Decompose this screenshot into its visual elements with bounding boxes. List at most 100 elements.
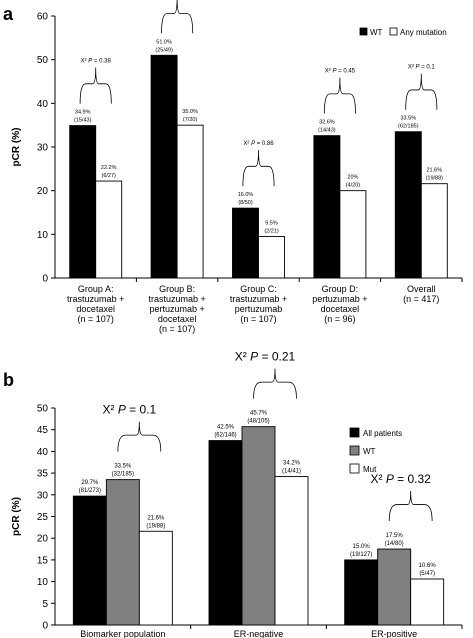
data-label: 16.0%: [238, 192, 254, 198]
stat-annotation: X² P = 0.38: [81, 59, 112, 65]
y-tick-label: 25: [37, 512, 49, 523]
bar: [138, 530, 173, 626]
data-label: 51.0%: [156, 39, 172, 45]
y-tick-label: 50: [37, 55, 49, 66]
bar: [232, 207, 259, 279]
x-tick-label: (n = 96): [324, 314, 355, 324]
bar: [208, 440, 243, 626]
legend-label: All patients: [363, 429, 402, 438]
significance-bracket: [388, 491, 433, 522]
x-tick-label: docetaxel: [76, 304, 115, 314]
x-tick-label: Overall: [407, 284, 436, 294]
significance-bracket: [117, 421, 162, 452]
data-label: (25/49): [155, 47, 173, 53]
data-label: 34.9%: [75, 110, 91, 116]
x-tick-label: (n = 107): [159, 324, 195, 334]
panel-label: a: [3, 4, 14, 24]
data-label: (62/185): [398, 124, 419, 130]
bar: [313, 135, 341, 279]
significance-bracket: [242, 150, 275, 187]
stat-annotation: X² P = 0.86: [243, 141, 274, 147]
significance-bracket: [161, 0, 194, 34]
data-label: 45.7%: [250, 411, 268, 417]
x-tick-label: (n = 417): [403, 294, 439, 304]
x-tick-label: ER-positive: [371, 629, 417, 638]
x-tick-label: Group A:: [78, 284, 114, 294]
data-label: 15.0%: [353, 544, 371, 550]
data-label: (5/47): [419, 571, 435, 577]
stat-annotation: X² P = 0.1: [102, 403, 156, 417]
y-tick-label: 20: [37, 186, 49, 197]
data-label: 33.5%: [114, 464, 132, 470]
data-label: 21.6%: [426, 168, 442, 174]
x-tick-label: pertuzumab +: [312, 294, 367, 304]
data-label: (6/27): [102, 173, 117, 179]
data-label: (19/88): [426, 176, 444, 182]
bar: [394, 131, 422, 279]
bar: [176, 124, 204, 279]
bar: [241, 426, 276, 626]
data-label: 35.0%: [182, 109, 198, 115]
y-tick-label: 15: [37, 555, 49, 566]
bar: [377, 548, 412, 626]
x-tick-label: ER-negative: [234, 629, 284, 638]
significance-bracket: [323, 77, 356, 114]
bar: [69, 125, 97, 279]
data-label: (19/88): [146, 523, 165, 529]
data-label: 9.5%: [265, 221, 278, 227]
bar: [420, 183, 448, 279]
x-tick-label: (n = 107): [240, 314, 276, 324]
data-label: (2/21): [264, 229, 279, 235]
data-label: (15/43): [74, 118, 92, 124]
significance-bracket: [405, 73, 438, 110]
data-label: 10.6%: [419, 563, 437, 569]
panel-label: b: [3, 370, 14, 390]
y-tick-label: 40: [37, 99, 49, 110]
data-label: 21.6%: [147, 515, 165, 521]
data-label: 17.5%: [386, 533, 404, 539]
legend-label: Mut: [363, 465, 377, 474]
significance-bracket: [253, 368, 297, 399]
x-tick-label: Group B:: [159, 284, 195, 294]
data-label: 32.6%: [319, 120, 335, 126]
data-label: (4/20): [346, 183, 361, 189]
data-label: (19/127): [350, 552, 372, 558]
y-tick-label: 40: [37, 447, 49, 458]
y-tick-label: 20: [37, 534, 49, 545]
legend-swatch: [349, 445, 360, 456]
data-label: (14/80): [385, 541, 404, 547]
y-tick-label: 10: [37, 577, 49, 588]
data-label: 22.2%: [101, 165, 117, 171]
data-label: (14/41): [282, 469, 301, 475]
x-tick-label: pertuzumab: [235, 304, 283, 314]
bar: [72, 495, 107, 626]
data-label: (7/20): [183, 117, 198, 123]
x-tick-label: docetaxel: [158, 314, 197, 324]
legend-label: WT: [370, 28, 383, 37]
y-axis-label: pCR (%): [11, 128, 22, 167]
data-label: 42.5%: [217, 425, 235, 431]
data-label: 20%: [347, 175, 358, 181]
x-tick-label: Biomarker population: [80, 629, 165, 638]
bar: [274, 476, 309, 626]
y-tick-label: 50: [37, 404, 49, 415]
data-label: 33.5%: [400, 116, 416, 122]
data-label: (48/105): [247, 419, 269, 425]
legend-swatch: [349, 463, 360, 474]
significance-bracket: [79, 67, 112, 104]
y-tick-label: 10: [37, 230, 49, 241]
legend-label: Any mutation: [400, 28, 447, 37]
stat-annotation: X² P = 0.45: [325, 69, 356, 75]
stat-annotation: X² P = 0.21: [235, 350, 296, 364]
data-label: 34.2%: [283, 461, 301, 467]
legend-swatch: [359, 27, 368, 36]
data-label: (32/185): [112, 472, 134, 478]
data-label: (14/43): [318, 128, 336, 134]
x-tick-label: trastuzumab +: [148, 294, 205, 304]
bar: [105, 479, 140, 626]
stat-annotation: X² P = 0.1: [408, 65, 436, 71]
y-axis-label: pCR (%): [11, 497, 22, 536]
x-tick-label: trastuzumab +: [67, 294, 124, 304]
data-label: 29.7%: [81, 480, 99, 486]
